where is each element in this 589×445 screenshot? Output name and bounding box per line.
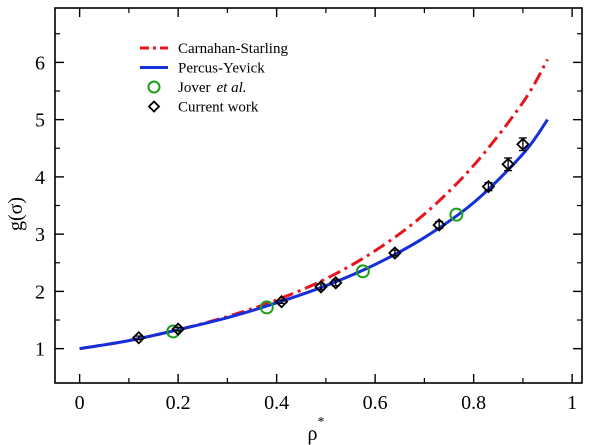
- point-current-work: [328, 276, 343, 290]
- legend-label-text: Carnahan-Starling: [178, 41, 288, 57]
- legend-label-suffix: et al.: [217, 80, 247, 96]
- curve-percus-yevick: [79, 118, 549, 351]
- curves: [79, 58, 549, 351]
- y-axis-title: g(σ): [5, 197, 27, 231]
- legend-label-carnahan-starling: Carnahan-Starling: [178, 41, 288, 57]
- y-tick-label: 1: [35, 339, 45, 361]
- y-tick-label: 2: [35, 281, 45, 303]
- x-tick-label: 0.2: [166, 392, 191, 414]
- legend-item-current-work: Current work: [147, 100, 259, 116]
- y-tick-label: 6: [35, 52, 45, 74]
- x-axis-title: ρ*: [308, 415, 325, 445]
- point-jover: [449, 207, 464, 222]
- legend-label-percus-yevick: Percus-Yevick: [178, 61, 265, 77]
- point-current-work: [516, 137, 530, 152]
- legend-item-percus-yevick: Percus-Yevick: [140, 61, 265, 77]
- legend-label-current-work: Current work: [178, 100, 259, 116]
- legend-label-text: Jover: [178, 80, 211, 96]
- legend: Carnahan-Starling Percus-Yevick Jover et al…: [140, 41, 288, 116]
- legend-label-text: Current work: [178, 100, 259, 116]
- point-current-work: [131, 330, 146, 345]
- point-current-work: [501, 157, 515, 172]
- point-current-work: [274, 294, 289, 309]
- legend-swatch-jover: [147, 80, 161, 94]
- point-current-work: [481, 179, 496, 194]
- x-axis-title-superscript: *: [317, 415, 324, 430]
- legend-item-carnahan-starling: Carnahan-Starling: [140, 41, 288, 57]
- y-tick-label: 3: [35, 224, 45, 246]
- point-jover: [355, 264, 370, 279]
- point-current-work: [432, 218, 446, 232]
- y-tick-label: 4: [35, 167, 45, 189]
- legend-label-jover: Jover et al.: [178, 80, 247, 96]
- point-jover: [259, 300, 274, 315]
- legend-swatch-current-work: [147, 100, 161, 113]
- axes: 0 0.2 0.4 0.6 0.8 1 1 2 3 4 5 6: [35, 7, 583, 414]
- point-current-work: [171, 322, 185, 336]
- legend-label-text: Percus-Yevick: [178, 61, 265, 77]
- plot-frame: [54, 7, 583, 384]
- x-tick-label: 0: [75, 392, 85, 414]
- y-tick-label: 5: [35, 110, 45, 132]
- x-axis-title-main: ρ: [308, 423, 318, 445]
- x-tick-label: 0.4: [264, 392, 289, 414]
- point-current-work: [388, 246, 402, 260]
- x-tick-label: 0.8: [461, 392, 486, 414]
- markers: [131, 137, 530, 345]
- legend-item-jover: Jover et al.: [147, 80, 247, 96]
- point-current-work: [314, 280, 328, 294]
- x-tick-label: 1: [567, 392, 577, 414]
- x-tick-label: 0.6: [363, 392, 388, 414]
- curve-carnahan-starling: [79, 58, 549, 351]
